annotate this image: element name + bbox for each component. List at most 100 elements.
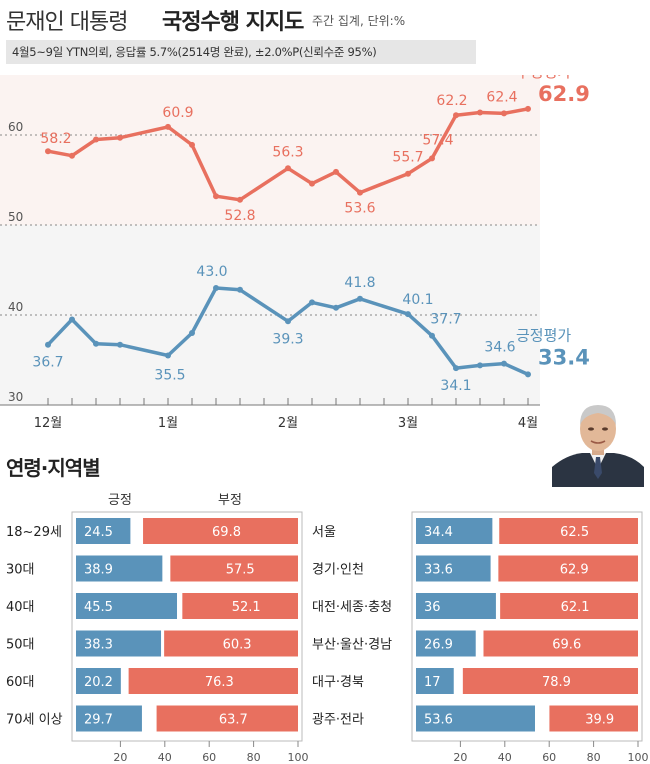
data-point [285, 165, 291, 172]
approval-line-chart: 30 40 50 60 12월 1월 2월 3월 4월 58.2 60.9 52.8 56.3 53.6 5… [0, 75, 650, 487]
bar-positive [76, 705, 142, 732]
row-label: 18~29세 [6, 525, 62, 540]
bar-positive [76, 630, 162, 657]
data-point [477, 109, 483, 116]
bar-negative-value: 62.1 [561, 600, 590, 615]
y-tick-label: 40 [8, 300, 23, 314]
data-label: 58.2 [40, 131, 71, 147]
row-label: 60대 [6, 675, 35, 690]
x-axis-tick-label: 100 [628, 751, 649, 764]
bar-positive [76, 555, 163, 582]
row-label: 50대 [6, 638, 35, 653]
x-axis-tick-label: 20 [113, 751, 127, 764]
data-point [429, 332, 435, 339]
data-point [453, 365, 459, 372]
bar-negative [164, 630, 298, 657]
bar-positive-value: 45.5 [84, 600, 113, 615]
bar-positive [76, 593, 178, 619]
bar-negative [143, 518, 298, 544]
data-point [213, 285, 219, 291]
y-tick-label: 60 [8, 120, 23, 134]
bar-negative [182, 593, 298, 619]
section-title-age-region: 연령·지역별 [6, 456, 101, 480]
data-label: 37.7 [430, 312, 461, 328]
data-point [501, 110, 507, 117]
data-point [45, 341, 51, 348]
bar-negative [156, 705, 298, 732]
data-point [309, 299, 315, 306]
data-point [357, 189, 363, 196]
x-axis-tick-label: 80 [247, 751, 261, 764]
data-label: 36.7 [32, 355, 63, 371]
bar-positive-value: 53.6 [424, 713, 453, 728]
bar-negative [170, 555, 298, 582]
bar-panel-frame [411, 511, 643, 742]
series-line-positive [46, 286, 529, 376]
data-point [213, 193, 219, 200]
row-label: 30대 [6, 563, 35, 578]
data-point [309, 180, 315, 187]
header: 문재인 대통령 국정수행 지지도 주간 집계, 단위:% 4월5~9일 YTN의… [0, 0, 650, 75]
data-label: 34.6 [484, 340, 515, 356]
data-point [429, 155, 435, 162]
data-point [237, 286, 243, 293]
data-label: 60.9 [162, 105, 193, 121]
series-line-negative [47, 107, 529, 202]
latest-value-label: 33.4 [538, 345, 590, 369]
bar-positive-value: 38.3 [84, 638, 113, 653]
y-tick-label: 50 [8, 210, 23, 224]
bar-negative-value: 57.5 [226, 563, 255, 578]
data-point [93, 136, 99, 143]
row-label: 서울 [312, 525, 336, 540]
bar-negative-value: 76.3 [205, 675, 234, 690]
x-tick-label: 1월 [158, 416, 178, 431]
data-point [333, 304, 339, 311]
data-point [477, 362, 483, 369]
data-label: 35.5 [154, 368, 185, 384]
data-point [525, 105, 531, 112]
bar-negative-value: 69.6 [552, 638, 581, 653]
data-point [45, 148, 51, 155]
x-axis-tick-label: 60 [542, 751, 556, 764]
bar-negative-value: 52.1 [232, 600, 261, 615]
negative-band [0, 75, 540, 225]
x-axis-tick-label: 40 [158, 751, 172, 764]
bar-negative-value: 62.9 [560, 563, 589, 578]
bar-positive-value: 34.4 [424, 525, 453, 540]
unit-note: 주간 집계, 단위:% [312, 14, 406, 28]
data-label: 56.3 [272, 144, 303, 160]
bar-positive [416, 705, 535, 732]
bar-negative [499, 518, 638, 544]
x-axis-tick-label: 80 [587, 751, 601, 764]
data-point [189, 330, 195, 336]
bar-panel-frame [71, 511, 303, 742]
bar-negative [483, 630, 638, 657]
bar-positive-value: 38.9 [84, 563, 113, 578]
survey-info-text: 4월5~9일 YTN의뢰, 응답률 5.7%(2514명 완료), ±2.0%P… [12, 45, 377, 59]
x-tick-label: 4월 [518, 416, 538, 431]
bar-negative-value: 63.7 [219, 713, 248, 728]
series-name-negative: 부정평가 [516, 75, 571, 81]
row-label: 70세 이상 [6, 713, 63, 728]
data-point [405, 170, 411, 177]
data-label: 34.1 [440, 378, 471, 394]
data-point [69, 152, 75, 159]
data-label: 52.8 [224, 208, 255, 224]
bar-negative-value: 69.8 [212, 525, 241, 540]
bar-positive [416, 668, 454, 694]
data-point [525, 371, 531, 378]
bar-positive-value: 36 [424, 600, 441, 615]
header-positive: 긍정 [108, 493, 132, 508]
bar-positive [416, 593, 496, 619]
page-title-bold: 국정수행 지지도 [162, 10, 304, 35]
survey-info-box: 4월5~9일 YTN의뢰, 응답률 5.7%(2514명 완료), ±2.0%P… [6, 40, 476, 64]
bar-negative-value: 62.5 [560, 525, 589, 540]
bar-positive-value: 29.7 [84, 713, 113, 728]
bar-positive-value: 20.2 [84, 675, 113, 690]
data-label: 43.0 [196, 264, 227, 280]
data-label: 57.4 [422, 132, 453, 148]
bar-positive-value: 33.6 [424, 563, 453, 578]
data-label: 40.1 [402, 292, 433, 308]
row-label: 40대 [6, 600, 35, 615]
latest-value-label: 62.9 [538, 82, 590, 106]
